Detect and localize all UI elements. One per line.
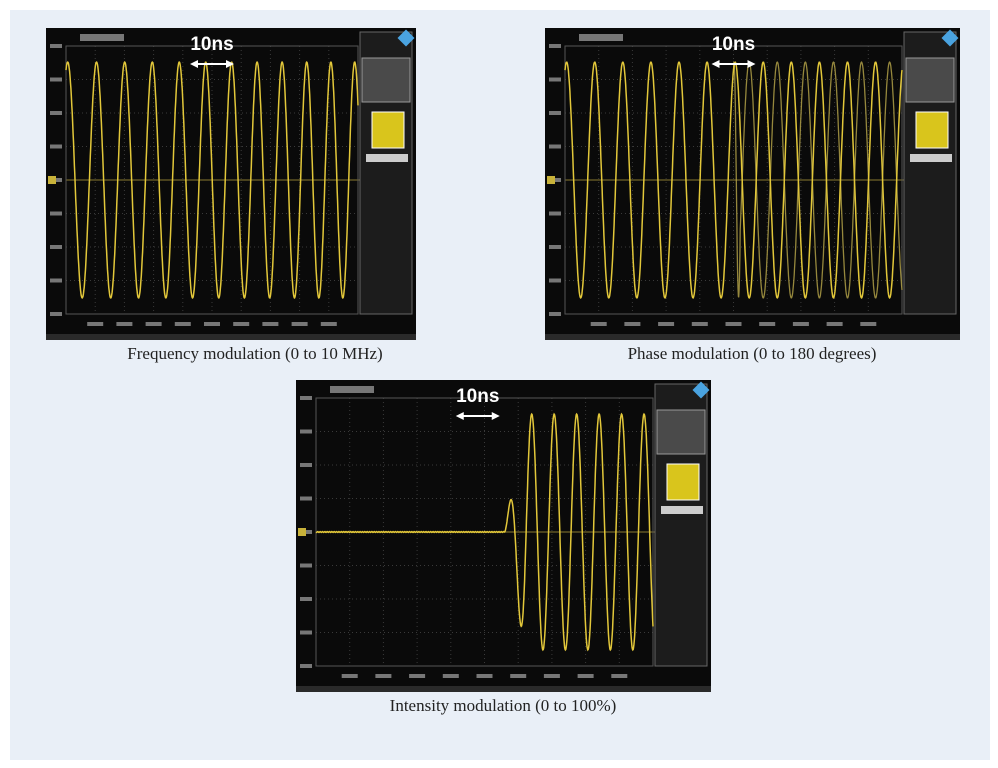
caption: Phase modulation (0 to 180 degrees) (542, 344, 962, 364)
scale-label: 10ns (456, 386, 499, 407)
axis-label (175, 322, 191, 326)
axis-label (692, 322, 708, 326)
info-tab (366, 154, 408, 162)
marker (298, 528, 306, 536)
marker (48, 176, 56, 184)
axis-label (549, 44, 561, 48)
axis-label (300, 430, 312, 434)
axis-label (262, 322, 278, 326)
axis-label (549, 245, 561, 249)
axis-label (443, 674, 459, 678)
axis-label (300, 597, 312, 601)
axis-label (50, 145, 62, 149)
axis-label (87, 322, 103, 326)
axis-label (510, 674, 526, 678)
axis-label (375, 674, 391, 678)
axis-label (726, 322, 742, 326)
bottom-bar (296, 686, 711, 692)
axis-label (50, 212, 62, 216)
axis-label (591, 322, 607, 326)
bottom-bar (46, 334, 416, 340)
axis-label (611, 674, 627, 678)
axis-label (342, 674, 358, 678)
scope-display: 10ns (46, 28, 416, 340)
info-tab (661, 506, 703, 514)
scope-display: 10ns (296, 380, 711, 692)
axis-label (759, 322, 775, 326)
scope-screen: 10ns (296, 380, 711, 692)
axis-label (578, 674, 594, 678)
info-box (657, 410, 705, 454)
axis-label (860, 322, 876, 326)
axis-label (50, 78, 62, 82)
axis-label (233, 322, 249, 326)
axis-label (549, 111, 561, 115)
axis-label (300, 631, 312, 635)
caption: Frequency modulation (0 to 10 MHz) (45, 344, 465, 364)
axis-label (300, 564, 312, 568)
axis-label (549, 279, 561, 283)
info-box (362, 58, 410, 102)
measure-box (667, 464, 699, 500)
axis-label (549, 312, 561, 316)
scope-display: 10ns (545, 28, 960, 340)
axis-label (300, 664, 312, 668)
axis-label (477, 674, 493, 678)
title-tag (579, 34, 623, 41)
axis-label (321, 322, 337, 326)
axis-label (146, 322, 162, 326)
axis-label (300, 396, 312, 400)
axis-label (50, 44, 62, 48)
info-box (906, 58, 954, 102)
title-tag (330, 386, 374, 393)
axis-label (409, 674, 425, 678)
scale-label: 10ns (190, 34, 233, 55)
scope-screen: 10ns (46, 28, 416, 340)
axis-label (292, 322, 308, 326)
axis-label (549, 145, 561, 149)
axis-label (658, 322, 674, 326)
caption: Intensity modulation (0 to 100%) (293, 696, 713, 716)
axis-label (300, 463, 312, 467)
axis-label (50, 245, 62, 249)
page: 10ns Frequency modulation (0 to 10 MHz) … (0, 0, 998, 768)
bottom-bar (545, 334, 960, 340)
measure-box (372, 112, 404, 148)
axis-label (204, 322, 220, 326)
axis-label (50, 312, 62, 316)
axis-label (116, 322, 132, 326)
axis-label (300, 497, 312, 501)
axis-label (793, 322, 809, 326)
axis-label (624, 322, 640, 326)
measure-box (916, 112, 948, 148)
axis-label (549, 78, 561, 82)
info-tab (910, 154, 952, 162)
axis-label (544, 674, 560, 678)
axis-label (50, 111, 62, 115)
title-tag (80, 34, 124, 41)
scope-screen: 10ns (545, 28, 960, 340)
axis-label (827, 322, 843, 326)
axis-label (50, 279, 62, 283)
scale-label: 10ns (712, 34, 755, 55)
axis-label (549, 212, 561, 216)
marker (547, 176, 555, 184)
